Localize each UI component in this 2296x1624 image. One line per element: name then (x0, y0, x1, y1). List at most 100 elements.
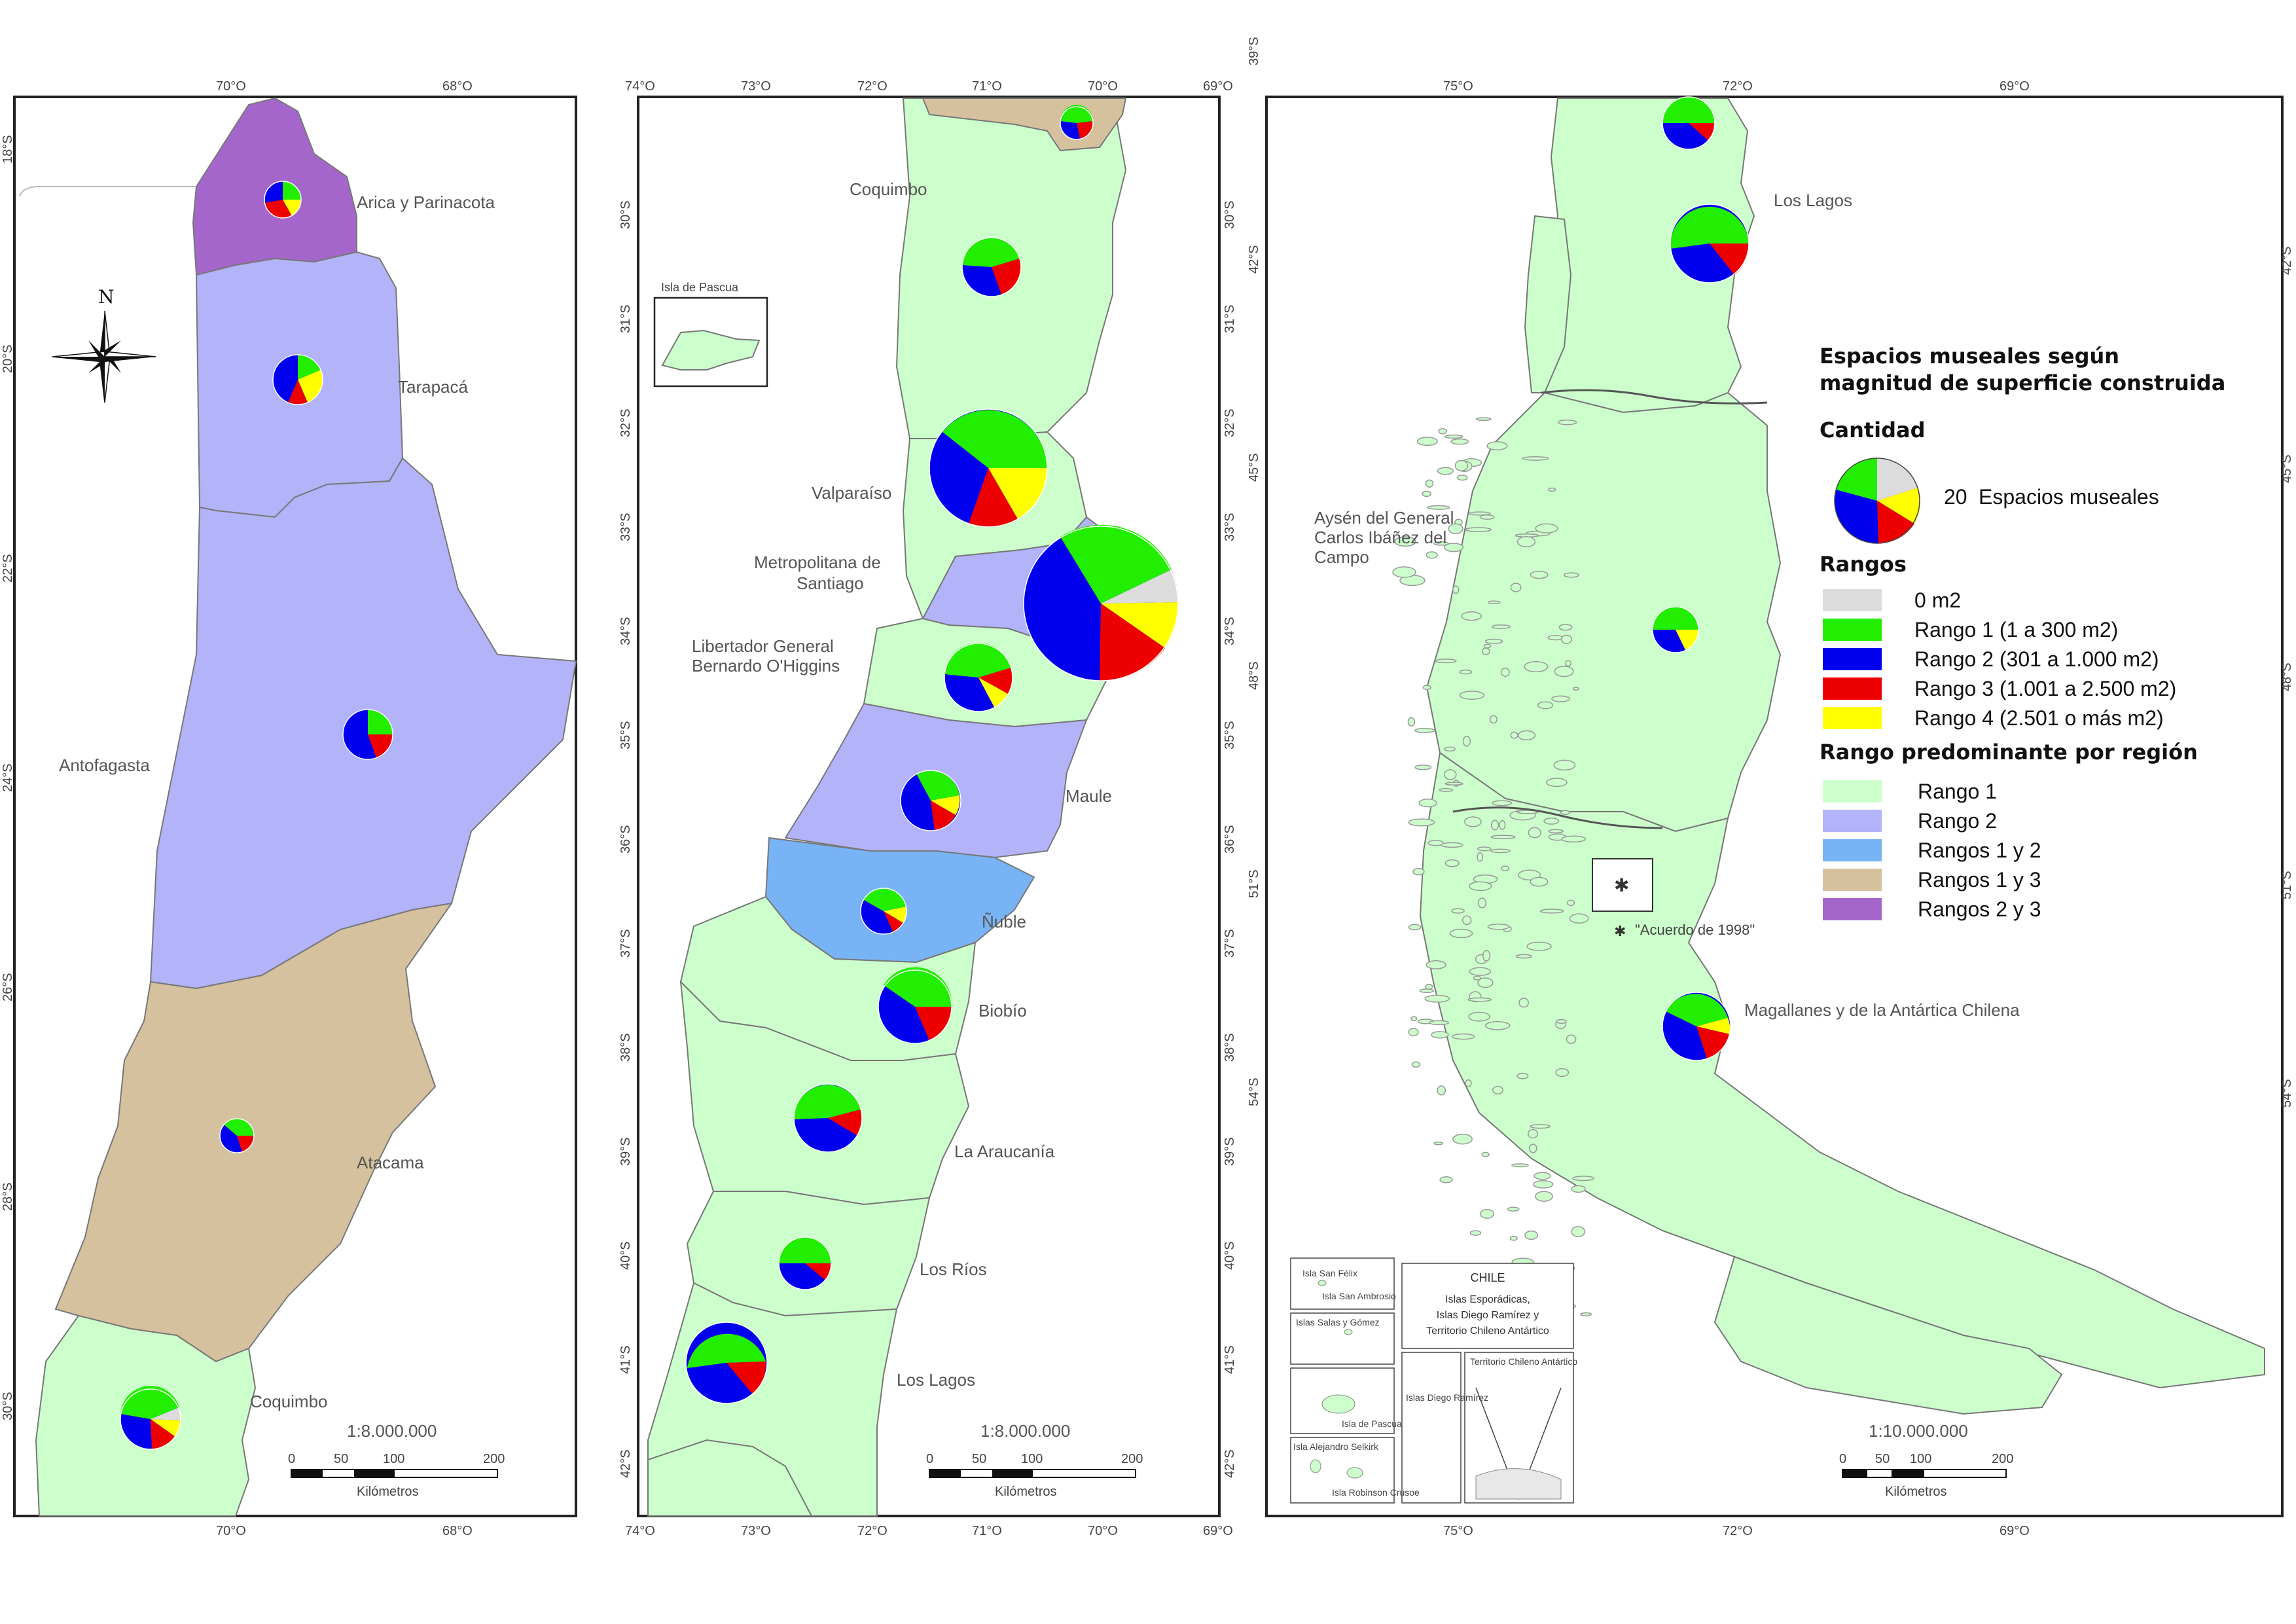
pie-los-rios (778, 1236, 832, 1290)
pie-coquimbo-p2 (961, 237, 1022, 297)
p3-scale-0: 0 (1839, 1452, 1846, 1466)
island (1516, 1072, 1529, 1079)
p3-lat-left-2: 45°S (1247, 453, 1261, 482)
island (1557, 419, 1577, 425)
label-maule: Maule (1066, 786, 1112, 806)
p2-lat-right-9: 39°S (1223, 1137, 1237, 1166)
island (1439, 787, 1454, 792)
island (1571, 1185, 1586, 1193)
island (1418, 799, 1437, 808)
island (1510, 583, 1522, 592)
island (1394, 536, 1416, 547)
island (1459, 691, 1485, 700)
label-tarapaca: Tarapacá (398, 377, 468, 397)
p1-scale-0: 0 (288, 1452, 295, 1466)
island (1492, 1085, 1503, 1094)
island (1530, 876, 1549, 887)
p2-scale-50: 50 (972, 1452, 986, 1466)
inset-san-ambrosio: Isla San Ambrosio (1322, 1291, 1396, 1301)
p2-lat-left-11: 41°S (619, 1345, 633, 1374)
island (1551, 695, 1570, 702)
island (1487, 923, 1510, 930)
island (1452, 1133, 1473, 1145)
p3-lat-left-1: 42°S (1247, 245, 1261, 274)
pie-maule (900, 770, 961, 831)
p2-top-71: 71°O (972, 79, 1002, 94)
inset-boxes: Isla San Félix Isla San Ambrosio Islas S… (1290, 1257, 1577, 1504)
p1-lat-30: 30°S (1, 1392, 15, 1420)
island (1416, 437, 1438, 446)
acuerdo-de-1998: ✱ ✱ "Acuerdo de 1998" (1592, 858, 1755, 940)
island (1564, 572, 1579, 578)
island (1444, 434, 1463, 439)
p2-bot-70: 70°O (1088, 1524, 1118, 1538)
p2-lat-left-1: 31°S (619, 304, 633, 333)
island (1534, 1172, 1551, 1180)
island (1454, 460, 1469, 472)
p2-lat-left-2: 32°S (619, 408, 633, 437)
north-arrow: N (52, 286, 156, 403)
p2-lat-right-1: 31°S (1223, 304, 1237, 333)
inset-robinson: Isla Robinson Crusoe (1332, 1487, 1420, 1498)
island (1530, 1124, 1551, 1129)
p3-bot-72: 72°O (1723, 1524, 1753, 1538)
label-metropolitana-2: Santiago (797, 573, 864, 593)
acuerdo-symbol-2: ✱ (1614, 924, 1626, 940)
island (1528, 827, 1541, 839)
island (1452, 1033, 1475, 1040)
tierra-del-fuego (1713, 1255, 2063, 1415)
panel-2: Isla de Pascua (619, 79, 1237, 1538)
legend-rango-label-1: Rango 1 (1 a 300 m2) (1914, 618, 2118, 641)
pie-metropolitana (1023, 524, 1179, 681)
border-los-lagos-aysen (1541, 389, 1768, 405)
panel-3: Los Lagos Aysén del General Carlos Ibáñe… (1247, 37, 2294, 1538)
island (1517, 730, 1536, 741)
pie-atacama (219, 1118, 255, 1153)
island (1422, 490, 1431, 497)
legend-rango-swatch-2 (1823, 648, 1882, 670)
pie-valparaiso (929, 408, 1048, 528)
island (1469, 881, 1492, 892)
island (1427, 505, 1450, 510)
island (1441, 842, 1463, 848)
island (1444, 782, 1463, 785)
legend-pred-label-3: Rangos 1 y 3 (1918, 868, 2041, 892)
island (1438, 428, 1447, 435)
legend-rango-swatch-0 (1823, 589, 1882, 611)
island (1482, 950, 1491, 962)
pie-biobio (878, 967, 952, 1044)
legend-pred-swatch-4 (1823, 898, 1882, 920)
island (1477, 852, 1484, 862)
island (1424, 994, 1450, 1003)
island (1515, 954, 1532, 959)
island (1412, 867, 1425, 876)
p2-top-74: 74°O (625, 79, 655, 94)
inset-isla-de-pascua: Isla de Pascua (653, 281, 768, 388)
island (1449, 928, 1473, 939)
p3-lat-left-3: 48°S (1247, 661, 1261, 690)
legend-pred-label-4: Rangos 2 y 3 (1918, 897, 2041, 921)
island (1556, 1019, 1567, 1024)
p2-bot-73: 73°O (741, 1524, 771, 1538)
pie-los-lagos-b (1670, 204, 1749, 283)
island (1546, 778, 1568, 787)
p1-lat-26: 26°S (1, 973, 15, 1001)
p2-lat-right-7: 37°S (1223, 929, 1237, 958)
label-aysen-3: Campo (1314, 547, 1369, 567)
island (1530, 570, 1549, 579)
legend-predominante-list: Rango 1 Rango 2 Rangos 1 y 2 Rangos 1 y 3 Ra… (1823, 780, 2041, 921)
island (1425, 479, 1434, 488)
island (1499, 820, 1506, 830)
p1-scale-50: 50 (334, 1452, 348, 1466)
island (1477, 977, 1494, 988)
legend-pred-swatch-3 (1823, 869, 1882, 891)
island (1431, 1031, 1449, 1039)
label-biobio: Biobío (978, 1001, 1027, 1020)
p2-lat-left-0: 30°S (619, 200, 633, 229)
island (1428, 1020, 1450, 1026)
p2-lat-right-10: 40°S (1223, 1241, 1237, 1270)
p2-scale-200: 200 (1121, 1452, 1143, 1466)
pie-nuble (860, 888, 907, 935)
pie-antofagasta (342, 709, 393, 760)
p2-top-69: 69°O (1203, 79, 1233, 94)
